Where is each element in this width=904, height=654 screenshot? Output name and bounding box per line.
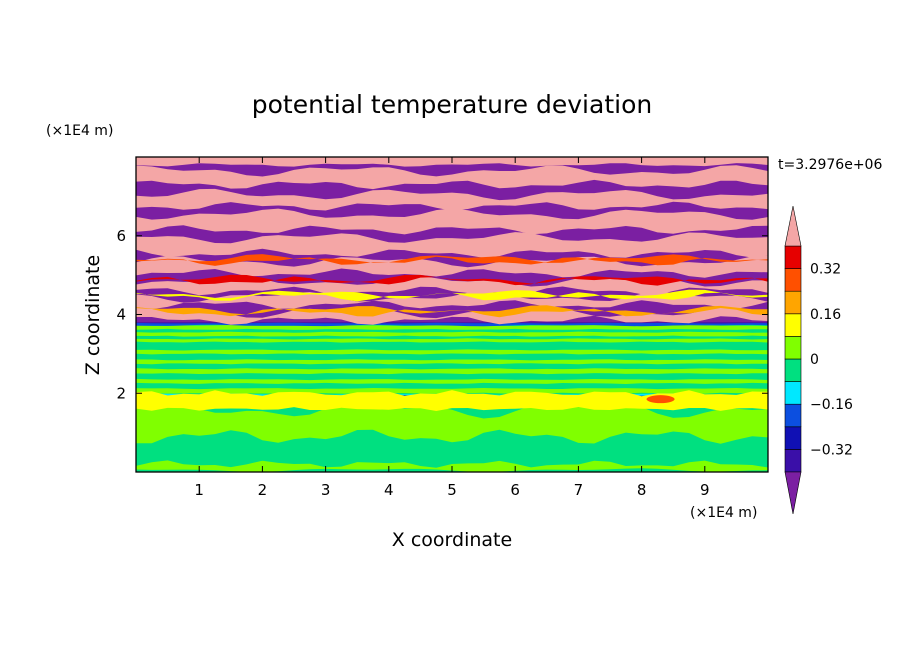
middle-stripe — [136, 359, 768, 365]
y-tick-label: 2 — [116, 384, 126, 402]
time-label: t=3.2976e+06 — [778, 157, 882, 173]
y-axis: 2 4 6 — [116, 227, 768, 402]
y-tick-label: 4 — [116, 306, 126, 324]
pink-band — [136, 306, 768, 325]
middle-stripe — [136, 331, 768, 337]
middle-stripe — [136, 338, 768, 343]
colorbar-tick-label: 0.32 — [810, 262, 841, 278]
colorbar-extend-max — [784, 205, 802, 247]
x-tick-label: 1 — [194, 481, 204, 499]
colorbar-segment — [784, 381, 802, 405]
x-axis-label: X coordinate — [392, 529, 512, 551]
y-tick-label: 6 — [116, 227, 126, 245]
x-tick-label: 7 — [574, 481, 584, 499]
pink-band — [136, 208, 768, 235]
chart-title: potential temperature deviation — [252, 90, 652, 119]
x-axis-unit: (×1E4 m) — [690, 505, 757, 521]
x-tick-label: 2 — [258, 481, 268, 499]
colorbar-segment — [784, 358, 802, 382]
colorbar-segment — [784, 403, 802, 428]
middle-stripe — [136, 378, 768, 384]
warm-patch — [646, 395, 675, 404]
middle-stripe — [136, 324, 768, 330]
green-patch — [136, 429, 768, 468]
warm-streak — [136, 305, 768, 318]
colorbar-segment — [784, 245, 802, 269]
colorbar-segment — [784, 313, 802, 337]
middle-stripe — [136, 349, 768, 355]
x-tick-label: 5 — [447, 481, 457, 499]
x-tick-label: 9 — [700, 481, 710, 499]
x-tick-label: 8 — [637, 481, 647, 499]
colorbar-segment — [784, 336, 802, 360]
colorbar-segment — [784, 426, 802, 450]
colorbar-segment — [784, 449, 802, 473]
warm-patch — [136, 390, 768, 411]
pink-band — [136, 275, 768, 296]
contour-field — [136, 157, 768, 472]
warm-streak — [136, 289, 768, 302]
colorbar-tick-label: 0 — [810, 352, 819, 368]
colorbar-tick-label: −0.32 — [810, 442, 853, 458]
colorbar-segment — [784, 268, 802, 292]
y-axis-unit: (×1E4 m) — [46, 123, 113, 139]
warm-streak — [136, 254, 768, 266]
colorbar-tick-label: 0.16 — [810, 307, 841, 323]
x-axis: 1 2 3 4 5 6 7 8 9 — [194, 157, 710, 499]
y-axis-label: Z coordinate — [82, 255, 104, 375]
colorbar-extend-min — [784, 471, 802, 515]
pink-band — [136, 165, 768, 190]
colorbar-segment — [784, 290, 802, 315]
x-tick-label: 3 — [321, 481, 331, 499]
pink-band — [136, 232, 768, 258]
colorbar-tick-label: −0.16 — [810, 397, 853, 413]
warm-streak — [136, 274, 768, 286]
middle-stripe — [136, 368, 768, 375]
x-tick-label: 4 — [384, 481, 394, 499]
colorbar: 0.32 0.16 0 −0.16 −0.32 — [784, 205, 853, 515]
pink-band — [136, 188, 768, 211]
x-tick-label: 6 — [510, 481, 520, 499]
